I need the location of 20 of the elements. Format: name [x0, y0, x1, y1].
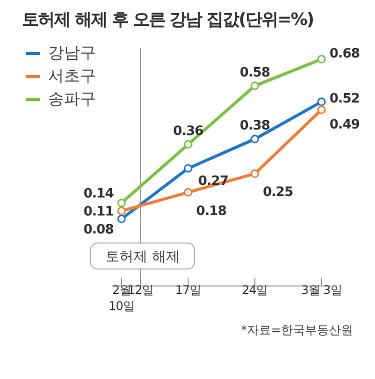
- data-label: 0.18: [196, 204, 227, 219]
- data-label: 0.68: [329, 46, 360, 62]
- data-label: 0.11: [83, 204, 114, 220]
- x-tick-label: 17일: [175, 283, 202, 297]
- data-label: 0.58: [240, 65, 270, 80]
- chart-title: 토허제 해제 후 오른 강남 집값(단위=%): [21, 9, 314, 32]
- data-label: 0.38: [240, 118, 270, 134]
- text: *자료=한국부동산원: [240, 322, 353, 339]
- legend-label: 강남구: [48, 43, 96, 64]
- data-label: 0.52: [329, 91, 360, 106]
- legend-label: 서초구: [48, 66, 96, 87]
- x-tick-label: 24일: [242, 283, 268, 297]
- data-label: 0.49: [329, 117, 360, 132]
- data-label: 0.36: [173, 124, 204, 139]
- data-label: 0.25: [262, 185, 294, 200]
- data-label: 0.14: [83, 186, 114, 202]
- ref-line-label: 토허제 해제: [105, 248, 180, 265]
- x-tick-label: 3월 3일: [301, 283, 342, 297]
- data-label: 0.08: [83, 222, 114, 238]
- legend-label: 송파구: [48, 89, 96, 110]
